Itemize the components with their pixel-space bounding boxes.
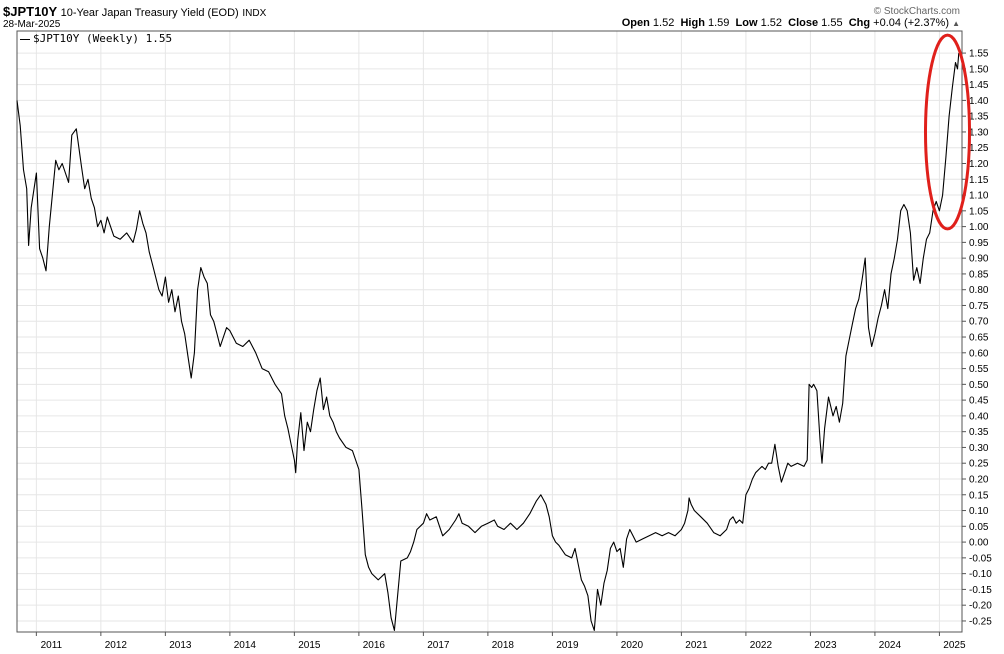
y-tick-label: 0.25 (969, 459, 989, 470)
y-tick-label: -0.10 (969, 569, 992, 580)
y-tick-label: 1.30 (969, 127, 989, 138)
x-tick-label: 2017 (427, 640, 450, 651)
symbol-text: $JPT10Y (3, 4, 57, 19)
high-label: High (680, 17, 705, 29)
chart-symbol: $JPT10Y 10-Year Japan Treasury Yield (EO… (3, 4, 266, 19)
y-tick-label: 1.35 (969, 112, 989, 123)
y-tick-label: 0.05 (969, 522, 989, 533)
y-tick-label: 0.30 (969, 443, 989, 454)
chart-date: 28-Mar-2025 (3, 19, 61, 30)
x-tick-label: 2011 (41, 640, 63, 651)
y-tick-label: 0.85 (969, 269, 989, 280)
series-line-jpt10y (16, 53, 960, 631)
x-tick-label: 2021 (685, 640, 708, 651)
y-tick-label: 1.55 (969, 49, 989, 60)
y-tick-label: 0.65 (969, 333, 989, 344)
y-tick-label: 0.60 (969, 348, 989, 359)
brand-watermark: © StockCharts.com (873, 6, 960, 17)
y-tick-label: 0.40 (969, 411, 989, 422)
close-value: 1.55 (821, 17, 843, 29)
y-tick-label: -0.20 (969, 601, 992, 612)
triangle-up-icon: ▲ (952, 19, 960, 28)
plot-frame (16, 30, 963, 633)
y-tick-label: 1.10 (969, 191, 989, 202)
x-tick-label: 2018 (492, 640, 515, 651)
y-tick-label: 0.95 (969, 238, 989, 249)
highlight-ellipse (924, 33, 971, 231)
low-label: Low (735, 17, 758, 29)
y-tick-label: 0.20 (969, 474, 989, 485)
x-tick-label: 2022 (750, 640, 773, 651)
y-tick-label: 1.15 (969, 175, 989, 186)
y-axis: 1.55 1.50 1.45 1.40 1.35 1.30 1.25 1.20 1.15 1.10… (962, 49, 992, 627)
x-tick-label: 2019 (556, 640, 579, 651)
x-axis: 2011 2012 2013 2014 2015 2016 2017 2018 2019 2020… (35, 632, 966, 651)
y-tick-label: 1.20 (969, 159, 989, 170)
y-tick-label: 0.10 (969, 506, 989, 517)
y-tick-label: -0.05 (969, 553, 992, 564)
ohlc-readout: Open 1.52 High 1.59 Low 1.52 Close 1.55 … (622, 17, 960, 29)
high-value: 1.59 (707, 17, 730, 29)
y-tick-label: 0.70 (969, 317, 989, 328)
chart-grid (17, 31, 962, 632)
x-tick-label: 2023 (814, 640, 837, 651)
y-tick-label: 1.00 (969, 222, 989, 233)
y-tick-label: 0.50 (969, 380, 989, 391)
y-tick-label: 1.05 (969, 206, 989, 217)
open-value: 1.52 (652, 17, 675, 29)
x-tick-label: 2012 (105, 640, 128, 651)
y-tick-label: 0.45 (969, 396, 989, 407)
y-tick-label: 0.75 (969, 301, 989, 312)
exchange-label: INDX (242, 8, 267, 19)
x-tick-label: 2025 (943, 640, 966, 651)
y-tick-label: 0.90 (969, 254, 989, 265)
chart-legend: $JPT10Y (Weekly) 1.55 (20, 32, 172, 45)
y-tick-label: 1.45 (969, 80, 989, 91)
y-tick-label: 0.00 (969, 538, 989, 549)
y-tick-label: 1.40 (969, 96, 989, 107)
x-tick-label: 2024 (879, 640, 902, 651)
legend-label: $JPT10Y (Weekly) 1.55 (33, 32, 173, 45)
y-tick-label: -0.25 (969, 616, 992, 627)
y-tick-label: -0.15 (969, 585, 992, 596)
y-tick-label: 0.55 (969, 364, 989, 375)
close-label: Close (788, 17, 819, 29)
y-tick-label: 0.35 (969, 427, 989, 438)
x-tick-label: 2013 (169, 640, 192, 651)
chg-value: +0.04 (+2.37%) (873, 17, 950, 29)
y-tick-label: 1.50 (969, 64, 989, 75)
y-tick-label: 0.80 (969, 285, 989, 296)
symbol-description: 10-Year Japan Treasury Yield (EOD) (60, 7, 239, 19)
low-value: 1.52 (760, 17, 783, 29)
x-tick-label: 2020 (621, 640, 644, 651)
x-tick-label: 2014 (234, 640, 257, 651)
open-label: Open (621, 17, 650, 29)
chg-label: Chg (848, 17, 871, 29)
x-tick-label: 2015 (298, 640, 321, 651)
y-tick-label: 1.25 (969, 143, 989, 154)
y-tick-label: 0.15 (969, 490, 989, 501)
x-tick-label: 2016 (363, 640, 386, 651)
legend-swatch (20, 38, 30, 40)
